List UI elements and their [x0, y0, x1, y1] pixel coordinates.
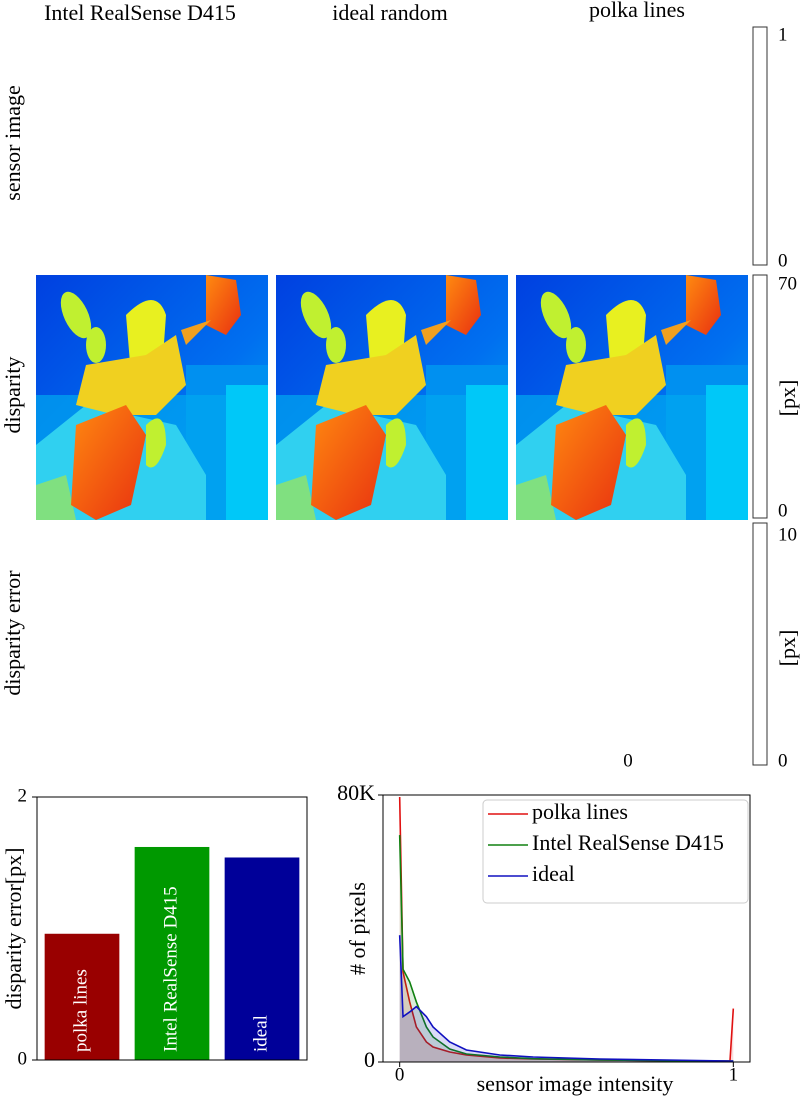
bar — [44, 933, 120, 1060]
colorbar-tick: 0 — [778, 250, 788, 271]
axes-frame — [36, 796, 308, 1061]
y-tick-label: 2 — [18, 785, 28, 806]
colorbar-tick: 0 — [778, 750, 788, 771]
colorbar — [752, 522, 768, 766]
bar-label: ideal — [250, 1015, 271, 1052]
bar-label: Intel RealSense D415 — [160, 886, 181, 1052]
colorbar-label: [px] — [775, 630, 800, 667]
y-tick-label: 80K — [337, 780, 375, 805]
row-label: sensor image — [0, 85, 25, 200]
series-line — [398, 935, 734, 1062]
x-axis-label: sensor image intensity — [477, 1071, 674, 1096]
disparity-images — [36, 275, 748, 520]
colorbar-tick: 10 — [778, 524, 797, 545]
disparity-image — [276, 275, 508, 520]
colorbar-tick: 70 — [778, 273, 797, 294]
column-title: polka lines — [589, 0, 685, 22]
legend-label: polka lines — [532, 799, 628, 824]
legend-box — [482, 799, 749, 904]
y-tick-label: 0 — [18, 1048, 28, 1069]
row-label: disparity — [0, 357, 25, 434]
disparity-image — [36, 275, 268, 520]
column-title: ideal random — [332, 0, 447, 25]
colorbar — [752, 26, 768, 266]
y-tick-label: 0 — [364, 1047, 375, 1072]
y-axis-label: disparity error[px] — [1, 848, 26, 1010]
x-tick-label: 1 — [729, 1064, 739, 1085]
y-axis-label: # of pixels — [345, 882, 370, 975]
column-title: Intel RealSense D415 — [44, 0, 236, 25]
colorbar-label: [px] — [775, 380, 800, 417]
axes-frame — [382, 794, 751, 1063]
disparity-image — [516, 275, 748, 520]
colorbar-tick: 1 — [778, 24, 788, 45]
bar-label: polka lines — [70, 969, 91, 1052]
legend-label: ideal — [532, 861, 575, 886]
bar — [224, 857, 300, 1060]
bar — [134, 846, 210, 1060]
colorbar-tick: 0 — [778, 500, 788, 521]
series-area — [399, 835, 734, 1062]
row-label: disparity error — [0, 570, 25, 696]
legend-label: Intel RealSense D415 — [532, 830, 724, 855]
colorbar — [752, 274, 768, 519]
series-area — [399, 935, 734, 1062]
x-tick-label: 0 — [395, 1064, 405, 1085]
stray-label: 0 — [623, 750, 633, 771]
